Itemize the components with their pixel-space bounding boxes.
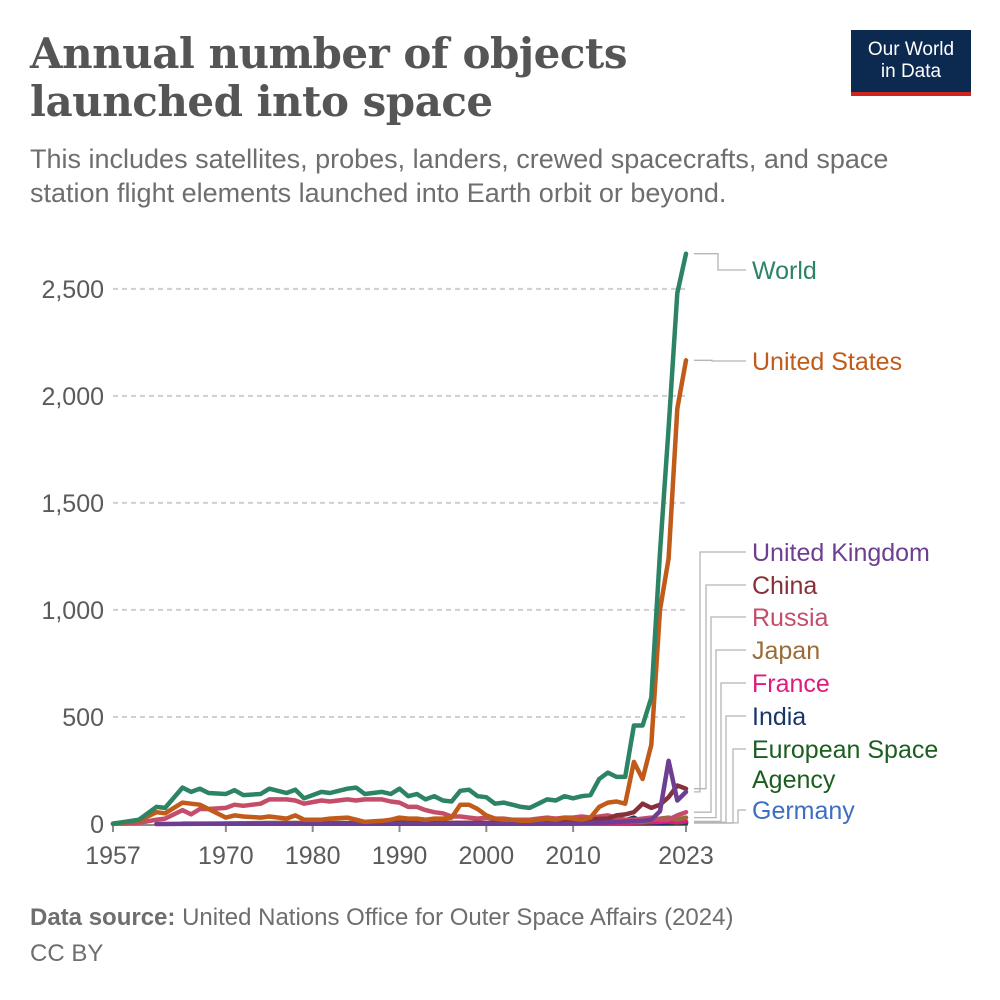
x-tick-labels: 1957 1970 1980 1990 2000 2010 2023 xyxy=(85,824,714,870)
series-lines xyxy=(110,251,689,827)
x-tick-label: 2000 xyxy=(459,842,515,870)
connector-india xyxy=(694,715,746,823)
series-label-russia[interactable]: Russia xyxy=(752,604,829,632)
connector-world xyxy=(694,253,746,271)
logo-line-1: Our World xyxy=(867,39,955,60)
series-label-india[interactable]: India xyxy=(752,703,806,731)
series-label-france[interactable]: France xyxy=(752,670,830,698)
gridlines xyxy=(113,287,686,718)
series-labels: World United States United Kingdom China Rus… xyxy=(752,257,938,825)
chart-subtitle: This includes satellites, probes, lander… xyxy=(30,144,889,208)
series-label-united-kingdom[interactable]: United Kingdom xyxy=(752,539,930,567)
connector-japan xyxy=(694,649,746,819)
data-source: Data source: United Nations Office for O… xyxy=(30,900,970,936)
series-line-united-kingdom[interactable] xyxy=(154,758,689,827)
connector-united-states xyxy=(694,359,746,362)
series-label-european-space-agency[interactable]: European Space Agency xyxy=(752,736,938,794)
y-tick-label: 2,000 xyxy=(41,383,104,411)
series-label-united-states[interactable]: United States xyxy=(752,348,902,376)
series-line-united-states[interactable] xyxy=(110,358,689,827)
owid-logo[interactable]: Our World in Data xyxy=(851,30,971,96)
series-label-japan[interactable]: Japan xyxy=(752,637,820,665)
x-tick-label: 2023 xyxy=(658,842,714,870)
logo-line-2: in Data xyxy=(880,61,942,82)
chart-title: Annual number of objects launched into s… xyxy=(30,29,627,126)
x-tick-label: 1970 xyxy=(198,842,254,870)
connector-germany xyxy=(694,809,746,824)
y-tick-label: 2,500 xyxy=(41,276,104,304)
license[interactable]: CC BY xyxy=(30,940,104,967)
connector-china xyxy=(694,584,746,790)
footer: Data source: United Nations Office for O… xyxy=(30,900,970,972)
y-tick-labels: 0 500 1,000 1,500 2,000 2,500 xyxy=(41,276,104,839)
y-tick-label: 500 xyxy=(62,704,104,732)
data-source-text[interactable]: United Nations Office for Outer Space Af… xyxy=(182,904,734,931)
connector-france xyxy=(694,682,746,823)
x-tick-label: 2010 xyxy=(545,842,601,870)
x-tick-label: 1990 xyxy=(372,842,428,870)
data-source-label: Data source: xyxy=(30,904,176,931)
series-label-world[interactable]: World xyxy=(752,257,817,285)
series-label-germany[interactable]: Germany xyxy=(752,797,855,825)
x-tick-label: 1980 xyxy=(285,842,341,870)
x-tick-label: 1957 xyxy=(85,842,141,870)
series-line-world[interactable] xyxy=(110,251,689,826)
connector-russia xyxy=(694,616,746,813)
y-tick-label: 0 xyxy=(90,811,104,839)
y-tick-label: 1,000 xyxy=(41,597,104,625)
series-label-china[interactable]: China xyxy=(752,572,817,600)
y-tick-label: 1,500 xyxy=(41,490,104,518)
legend-connectors xyxy=(694,253,746,824)
line-chart: 0 500 1,000 1,500 2,000 2,500 1957 1970 1980 199… xyxy=(41,251,938,870)
series-line-russia[interactable] xyxy=(110,797,689,826)
connector-united-kingdom xyxy=(694,551,746,793)
